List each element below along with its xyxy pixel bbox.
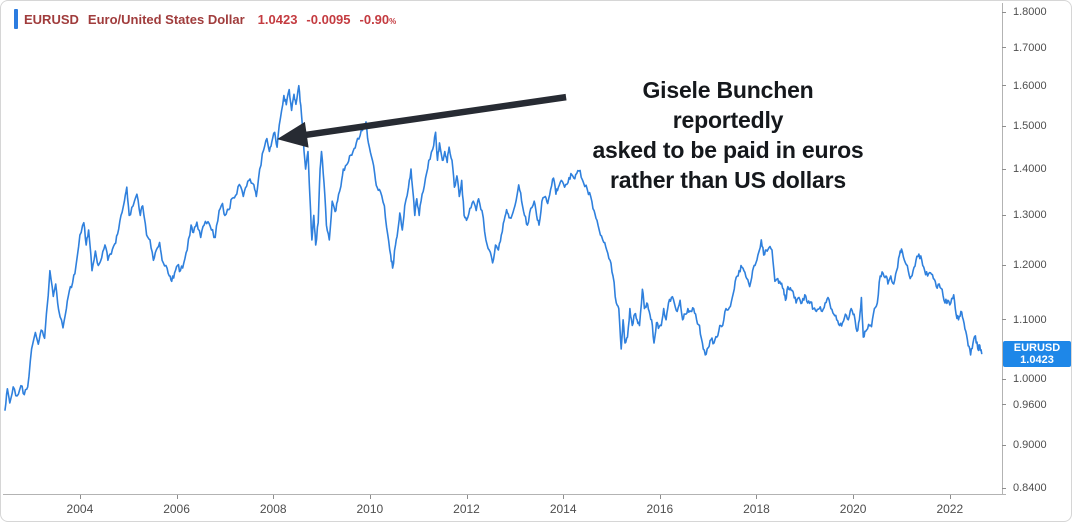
- price-tick-mark: [1002, 85, 1006, 87]
- price-tick-mark: [1002, 47, 1006, 49]
- price-axis-label: 1.2000: [1013, 259, 1047, 272]
- price-tick-mark: [1002, 319, 1006, 321]
- price-tick-mark: [1002, 11, 1006, 13]
- price-axis-label: 1.6000: [1013, 79, 1047, 92]
- time-axis-label: 2004: [66, 502, 94, 516]
- symbol-description: Euro/United States Dollar: [87, 11, 245, 27]
- price-tick-mark: [1002, 487, 1006, 489]
- time-axis-label: 2022: [936, 502, 964, 516]
- price-line-series: [4, 84, 983, 411]
- price-axis-label: 1.5000: [1013, 120, 1047, 132]
- price-badge: EURUSD 1.0423: [1003, 340, 1071, 367]
- annotation-arrow: [277, 93, 567, 148]
- time-tick-mark: [176, 495, 178, 499]
- time-axis-label: 2006: [163, 502, 190, 516]
- price-axis-label: 1.7000: [1013, 41, 1047, 54]
- time-tick-mark: [949, 495, 951, 499]
- price-tick-mark: [1002, 168, 1006, 170]
- price-badge-value: 1.0423: [1020, 353, 1054, 366]
- percent-sign: %: [389, 16, 397, 26]
- price-change: -0.0095: [306, 11, 351, 27]
- price-badge-symbol: EURUSD: [1013, 341, 1061, 354]
- price-axis-label: 1.0000: [1013, 373, 1047, 386]
- time-tick-mark: [79, 495, 81, 499]
- price-axis-label: 0.8400: [1013, 482, 1047, 495]
- arrow-shaft: [303, 93, 567, 139]
- time-axis-label: 2012: [453, 502, 480, 516]
- symbol-header: EURUSD Euro/United States Dollar 1.0423 …: [14, 9, 396, 29]
- price-axis-label: 1.8000: [1013, 6, 1047, 19]
- time-tick-mark: [853, 495, 855, 499]
- time-axis-label: 2010: [356, 502, 384, 516]
- annotation-line: reportedly: [672, 107, 784, 133]
- arrow-head-icon: [277, 121, 309, 148]
- price-axis-label: 1.1000: [1013, 313, 1047, 326]
- price-tick-mark: [1002, 125, 1006, 127]
- price-tick-mark: [1002, 404, 1006, 406]
- price-tick-mark: [1002, 264, 1006, 266]
- price-axis-label: 0.9000: [1013, 439, 1047, 452]
- time-axis-label: 2014: [549, 502, 577, 516]
- annotation-line: Gisele Bunchen: [642, 77, 814, 103]
- price-axis-label: 1.4000: [1013, 163, 1047, 176]
- symbol-name[interactable]: EURUSD: [24, 11, 79, 27]
- annotation-text: Gisele Bunchen reportedly asked to be pa…: [561, 75, 895, 195]
- time-axis-label: 2018: [743, 502, 770, 516]
- time-axis-label: 2008: [259, 502, 287, 516]
- price-tick-mark: [1002, 444, 1006, 446]
- time-axis-label: 2016: [646, 502, 674, 516]
- annotation-line: rather than US dollars: [610, 167, 846, 193]
- time-tick-mark: [563, 495, 565, 499]
- price-change-percent: -0.90%: [359, 11, 397, 27]
- time-tick-mark: [273, 495, 275, 499]
- time-tick-mark: [659, 495, 661, 499]
- time-tick-mark: [756, 495, 758, 499]
- price-tick-mark: [1002, 378, 1006, 380]
- price-tick-mark: [1002, 214, 1006, 216]
- time-tick-mark: [466, 495, 468, 499]
- price-axis-label: 1.3000: [1013, 209, 1047, 222]
- annotation-line: asked to be paid in euros: [592, 137, 864, 163]
- price-axis-label: 0.9600: [1013, 398, 1047, 411]
- last-price: 1.0423: [257, 11, 298, 27]
- time-axis-label: 2020: [839, 502, 867, 516]
- symbol-accent-bar: [14, 9, 18, 29]
- time-tick-mark: [369, 495, 371, 499]
